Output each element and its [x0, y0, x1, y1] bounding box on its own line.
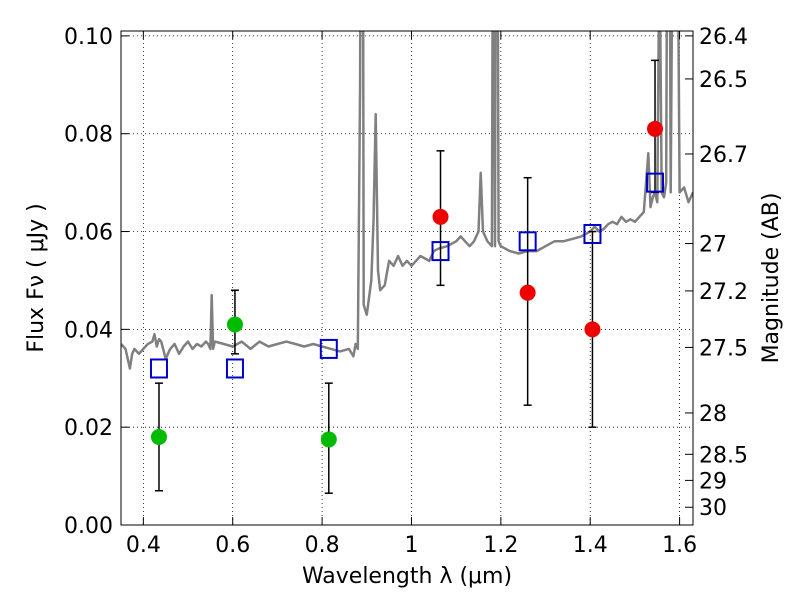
x-tick-label: 0.6 [215, 533, 250, 558]
model-point [225, 358, 244, 379]
model-point [518, 231, 537, 252]
data-point [519, 284, 536, 301]
model-point [583, 223, 602, 244]
axes: 0.4 0.6 0.8 1 1.2 1.4 1.6 0.00 0.02 0.04 0.06 0.08 0… [64, 25, 748, 558]
x-tick-label: 0.8 [305, 533, 340, 558]
y-tick-label: 0.10 [64, 25, 113, 50]
grid [121, 31, 693, 526]
right-tick-label: 28.5 [699, 443, 748, 468]
data-point [647, 120, 664, 137]
model-point [149, 358, 168, 379]
x-tick-label: 1.6 [662, 533, 697, 558]
right-tick-label: 27.2 [699, 280, 748, 305]
y-tick-label: 0.06 [64, 221, 113, 246]
right-tick-label: 26.4 [699, 25, 748, 50]
y-tick-label: 0.02 [64, 416, 113, 441]
x-tick-label: 1.4 [573, 533, 608, 558]
y-tick-label: 0.04 [64, 318, 113, 343]
x-axis-label: Wavelength λ (μm) [302, 564, 512, 589]
x-tick-label: 1.2 [483, 533, 518, 558]
y-tick-label: 0.08 [64, 123, 113, 148]
data-point [432, 208, 449, 225]
right-tick-label: 29 [699, 469, 727, 494]
right-tick-label: 30 [699, 496, 727, 521]
right-tick-label: 27.5 [699, 336, 748, 361]
y-tick-label: 0.00 [64, 514, 113, 539]
plot-frame [120, 30, 694, 526]
right-tick-label: 27 [699, 233, 727, 258]
data-point [150, 428, 167, 445]
x-tick-label: 1 [404, 533, 418, 558]
y-axis-label: Flux Fν ( μJy ) [24, 203, 49, 352]
right-tick-label: 26.5 [699, 68, 748, 93]
spectrum-line [121, 31, 693, 370]
model-point [431, 241, 450, 262]
model-point [646, 172, 665, 193]
model-point [319, 338, 338, 359]
right-axis-label: Magnitude (AB) [759, 193, 784, 364]
data-point [226, 316, 243, 333]
x-tick-label: 0.4 [126, 533, 161, 558]
data-point [584, 321, 601, 338]
data-point [320, 431, 337, 448]
plot-area [121, 31, 693, 494]
right-tick-label: 28 [699, 402, 727, 427]
right-tick-label: 26.7 [699, 143, 748, 168]
